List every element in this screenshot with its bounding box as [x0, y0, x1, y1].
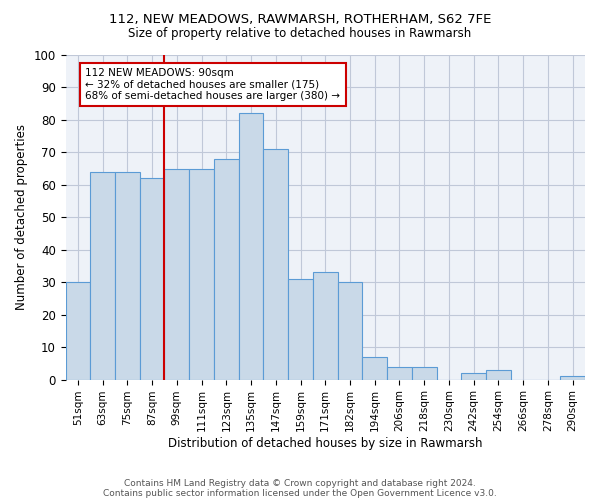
- Y-axis label: Number of detached properties: Number of detached properties: [15, 124, 28, 310]
- Bar: [412, 366, 437, 380]
- Bar: [387, 366, 412, 380]
- Bar: [239, 114, 263, 380]
- Bar: [214, 159, 239, 380]
- Bar: [140, 178, 164, 380]
- Bar: [338, 282, 362, 380]
- Text: Contains HM Land Registry data © Crown copyright and database right 2024.: Contains HM Land Registry data © Crown c…: [124, 478, 476, 488]
- Bar: [90, 172, 115, 380]
- X-axis label: Distribution of detached houses by size in Rawmarsh: Distribution of detached houses by size …: [168, 437, 482, 450]
- Text: Contains public sector information licensed under the Open Government Licence v3: Contains public sector information licen…: [103, 488, 497, 498]
- Text: 112, NEW MEADOWS, RAWMARSH, ROTHERHAM, S62 7FE: 112, NEW MEADOWS, RAWMARSH, ROTHERHAM, S…: [109, 12, 491, 26]
- Bar: [313, 272, 338, 380]
- Text: Size of property relative to detached houses in Rawmarsh: Size of property relative to detached ho…: [128, 28, 472, 40]
- Bar: [288, 279, 313, 380]
- Bar: [461, 373, 486, 380]
- Bar: [263, 149, 288, 380]
- Bar: [189, 168, 214, 380]
- Text: 112 NEW MEADOWS: 90sqm
← 32% of detached houses are smaller (175)
68% of semi-de: 112 NEW MEADOWS: 90sqm ← 32% of detached…: [85, 68, 340, 101]
- Bar: [560, 376, 585, 380]
- Bar: [65, 282, 90, 380]
- Bar: [115, 172, 140, 380]
- Bar: [362, 357, 387, 380]
- Bar: [486, 370, 511, 380]
- Bar: [164, 168, 189, 380]
